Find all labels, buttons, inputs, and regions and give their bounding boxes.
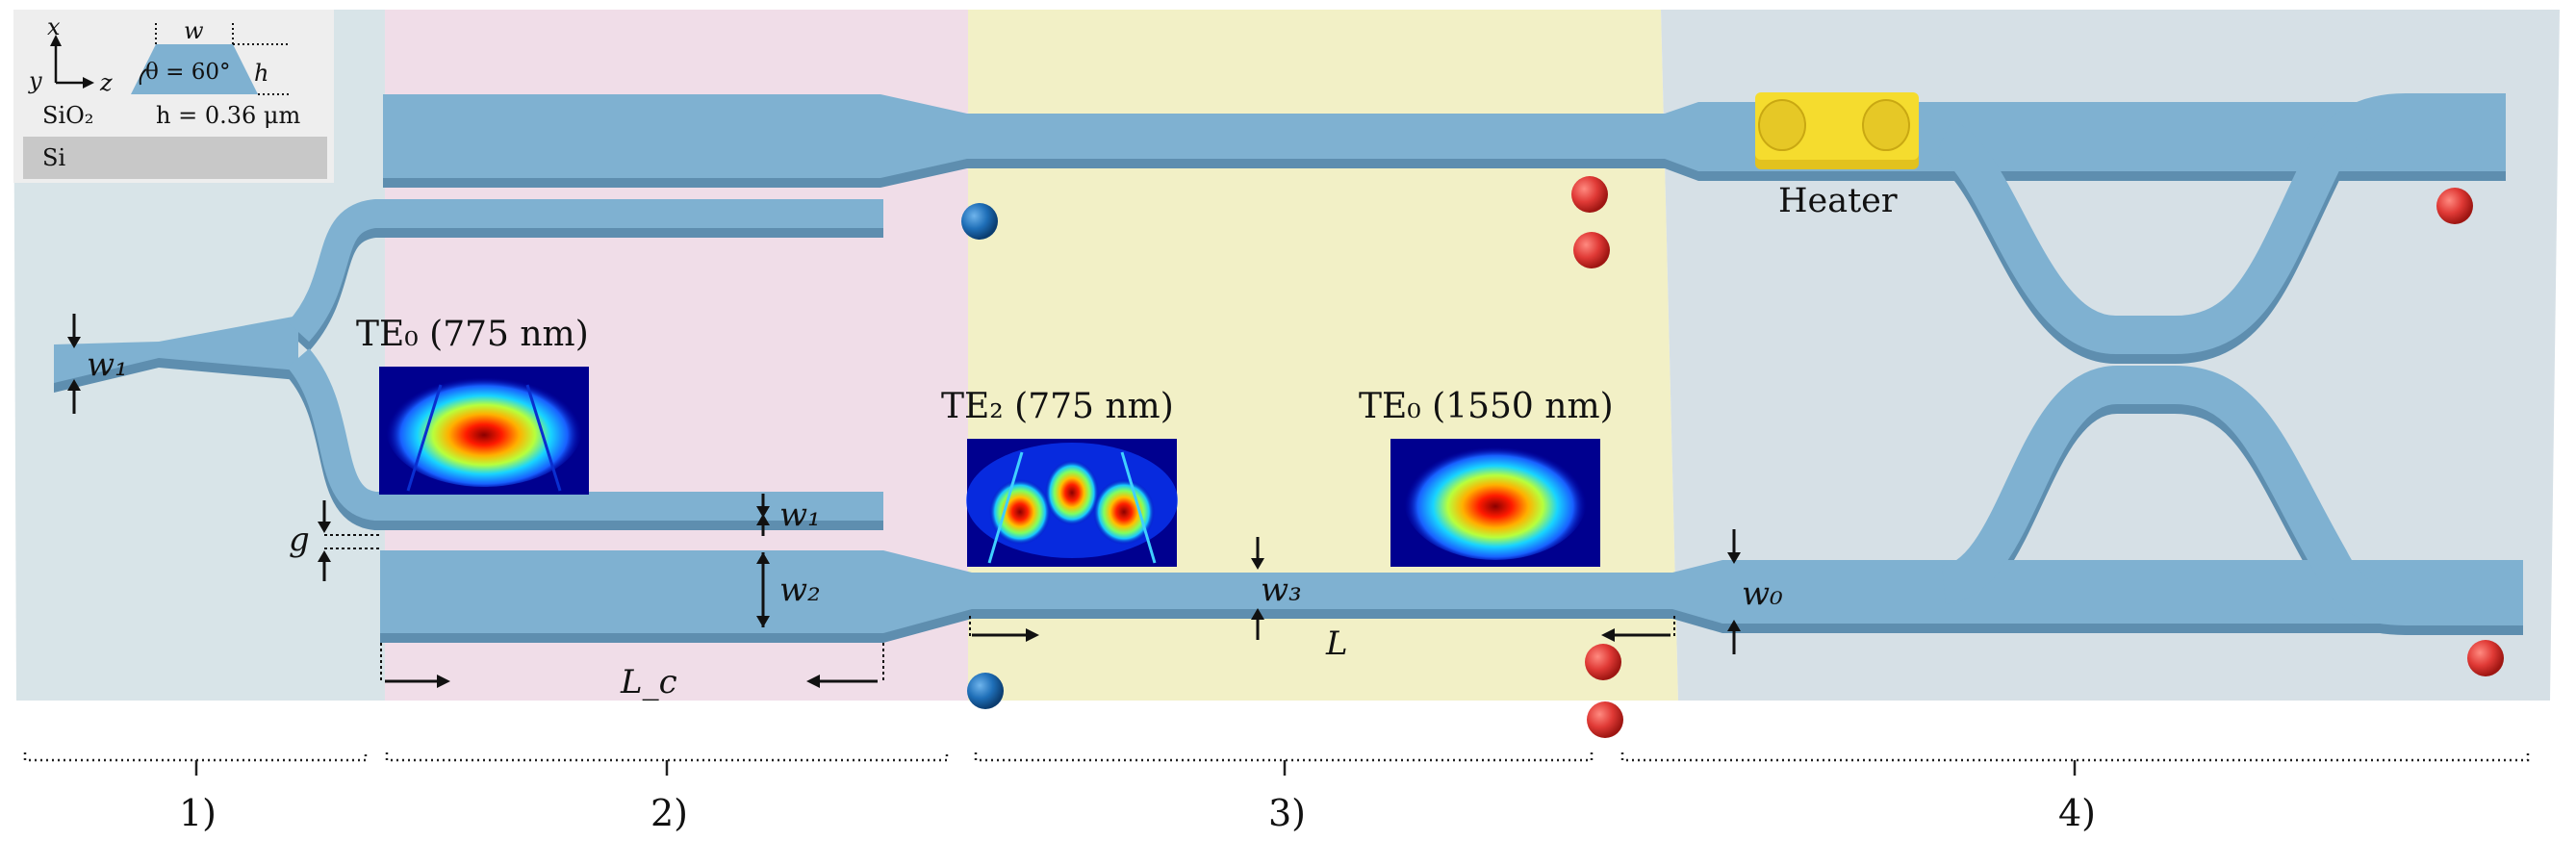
heater: [1755, 92, 1919, 169]
splitter-lower-arm: [287, 348, 883, 521]
red-marker: [1573, 232, 1610, 268]
mode-profile-te0-1550: [1390, 439, 1600, 567]
red-marker: [2467, 640, 2504, 676]
splitter-upper-arm: [287, 199, 883, 343]
red-marker: [1585, 644, 1621, 680]
mode-profile-te2-775: [966, 439, 1178, 567]
mzi-lower-arm: [1939, 366, 2523, 625]
waveguides: [54, 93, 2523, 643]
red-marker: [1571, 176, 1608, 213]
section-braces: [23, 752, 2530, 762]
section-brace-ticks: [194, 760, 2077, 776]
dimension-arrows: [67, 314, 1741, 688]
red-marker: [2436, 188, 2473, 224]
blue-marker: [967, 673, 1004, 709]
cross-section-inset: [13, 10, 334, 183]
red-marker: [1587, 701, 1623, 738]
input-waveguide: [54, 316, 298, 383]
mode-profile-te0-775: [379, 367, 589, 495]
waveguide-cross-section: [131, 44, 258, 94]
mzi-upper-arm: [1933, 93, 2506, 355]
blue-marker: [961, 203, 998, 240]
port-markers: [961, 176, 2504, 738]
